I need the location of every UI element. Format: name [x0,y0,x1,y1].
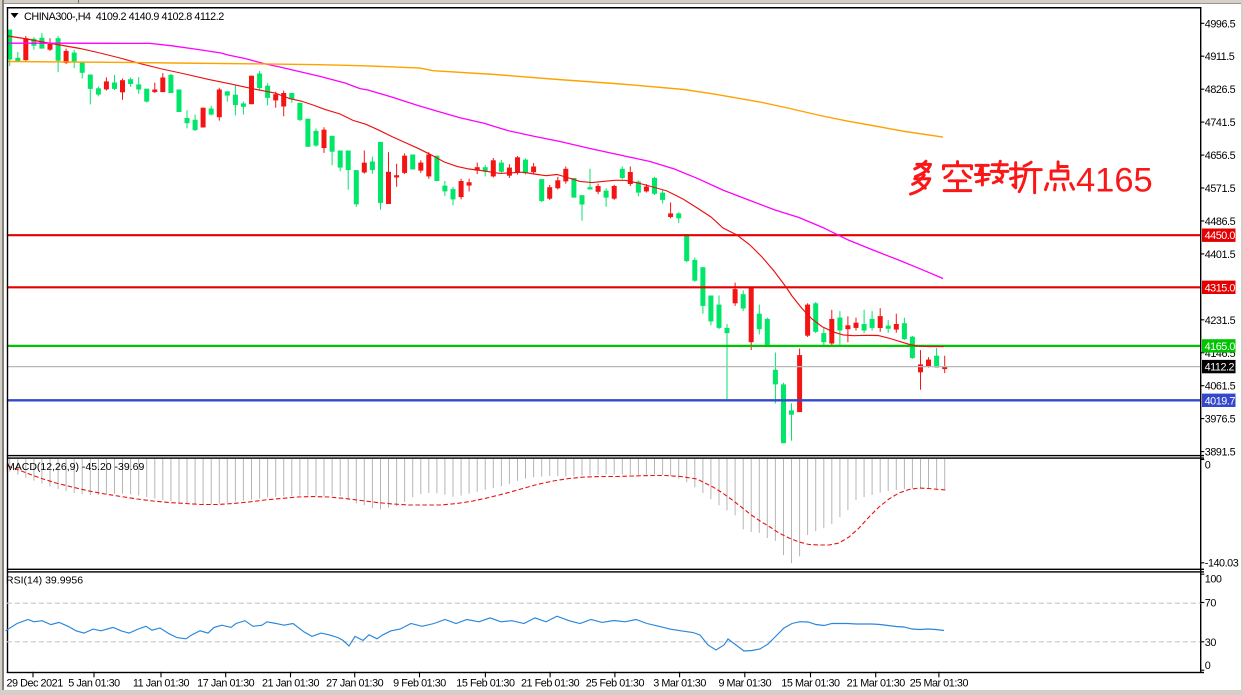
svg-text:4656.5: 4656.5 [1205,150,1236,162]
svg-text:3891.5: 3891.5 [1205,447,1236,459]
svg-text:MACD(12,26,9) -45.20 -39.69: MACD(12,26,9) -45.20 -39.69 [6,461,144,473]
svg-text:4019.7: 4019.7 [1205,395,1236,407]
svg-text:4826.5: 4826.5 [1205,84,1236,96]
svg-text:21 Jan 01:30: 21 Jan 01:30 [262,677,319,689]
svg-text:4315.0: 4315.0 [1205,282,1236,294]
svg-text:29 Dec 2021: 29 Dec 2021 [7,677,64,689]
svg-text:CHINA300-,H4 4109.2 4140.9 41: CHINA300-,H4 4109.2 4140.9 4102.8 4112.2 [24,11,224,23]
svg-text:15 Mar 01:30: 15 Mar 01:30 [781,677,840,689]
svg-text:4165.0: 4165.0 [1205,341,1236,353]
svg-text:4112.2: 4112.2 [1205,362,1235,374]
svg-text:17 Jan 01:30: 17 Jan 01:30 [197,677,254,689]
svg-text:4486.5: 4486.5 [1205,216,1236,228]
svg-text:4741.5: 4741.5 [1205,117,1236,129]
svg-text:4231.5: 4231.5 [1205,315,1236,327]
svg-text:25 Mar 01:30: 25 Mar 01:30 [910,677,969,689]
svg-text:11 Jan 01:30: 11 Jan 01:30 [133,677,190,689]
svg-text:70: 70 [1205,598,1217,610]
svg-text:RSI(14) 39.9956: RSI(14) 39.9956 [6,575,83,587]
svg-text:21 Feb 01:30: 21 Feb 01:30 [521,677,580,689]
svg-text:3 Mar 01:30: 3 Mar 01:30 [653,677,706,689]
svg-text:30: 30 [1205,637,1217,649]
svg-text:3976.5: 3976.5 [1205,414,1236,426]
svg-text:9 Mar 01:30: 9 Mar 01:30 [718,677,771,689]
svg-text:25 Feb 01:30: 25 Feb 01:30 [586,677,645,689]
svg-text:27 Jan 01:30: 27 Jan 01:30 [326,677,383,689]
svg-text:5 Jan 01:30: 5 Jan 01:30 [68,677,120,689]
svg-text:4996.5: 4996.5 [1205,18,1236,30]
svg-text:4401.5: 4401.5 [1205,249,1236,261]
svg-text:0: 0 [1205,660,1211,672]
svg-text:21 Mar 01:30: 21 Mar 01:30 [847,677,906,689]
svg-text:4571.5: 4571.5 [1205,183,1236,195]
svg-text:100: 100 [1205,574,1222,586]
svg-text:4061.5: 4061.5 [1205,381,1236,393]
svg-text:4450.0: 4450.0 [1205,230,1236,242]
svg-text:0: 0 [1205,460,1211,472]
svg-text:15 Feb 01:30: 15 Feb 01:30 [456,677,515,689]
svg-text:9 Feb 01:30: 9 Feb 01:30 [393,677,446,689]
svg-text:-140.03: -140.03 [1205,558,1239,570]
svg-text:4165: 4165 [1076,162,1153,200]
svg-text:4911.5: 4911.5 [1205,51,1235,63]
